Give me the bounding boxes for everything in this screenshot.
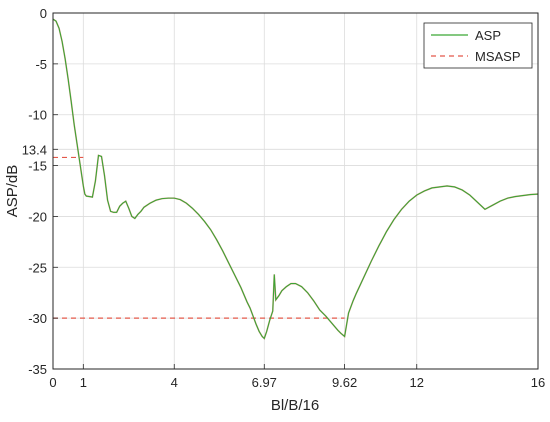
x-tick-label: 4 — [171, 375, 178, 390]
y-tick-label: -30 — [28, 311, 47, 326]
y-tick-label: -20 — [28, 209, 47, 224]
legend-box — [423, 22, 533, 69]
y-tick-label: 0 — [40, 6, 47, 21]
y-tick-label: 13.4 — [22, 142, 47, 157]
x-tick-label: 9.62 — [332, 375, 357, 390]
x-axis-label: Bl/B/16 — [271, 397, 319, 414]
plot-frame — [52, 12, 539, 370]
y-axis-label: ASP/dB — [4, 165, 21, 218]
x-tick-label: 16 — [531, 375, 545, 390]
y-tick-label: -15 — [28, 159, 47, 174]
tick-marks — [52, 12, 539, 370]
series-layer — [52, 18, 539, 340]
x-tick-label: 6.97 — [252, 375, 277, 390]
y-tick-labels: 0 -5 -10 13.4 -15 -20 -25 -30 -35 — [22, 6, 47, 377]
series-asp-line — [52, 18, 539, 340]
y-tick-label: -35 — [28, 362, 47, 377]
legend: ASP MSASP — [423, 22, 533, 69]
x-tick-label: 0 — [49, 375, 56, 390]
legend-label-asp: ASP — [475, 28, 501, 43]
x-tick-label: 12 — [410, 375, 424, 390]
legend-label-msasp: MSASP — [475, 49, 521, 64]
y-tick-label: -5 — [35, 57, 47, 72]
x-tick-label: 1 — [80, 375, 87, 390]
y-tick-label: -25 — [28, 260, 47, 275]
y-tick-label: -10 — [28, 108, 47, 123]
x-tick-labels: 0 1 4 6.97 9.62 12 16 — [49, 375, 545, 390]
